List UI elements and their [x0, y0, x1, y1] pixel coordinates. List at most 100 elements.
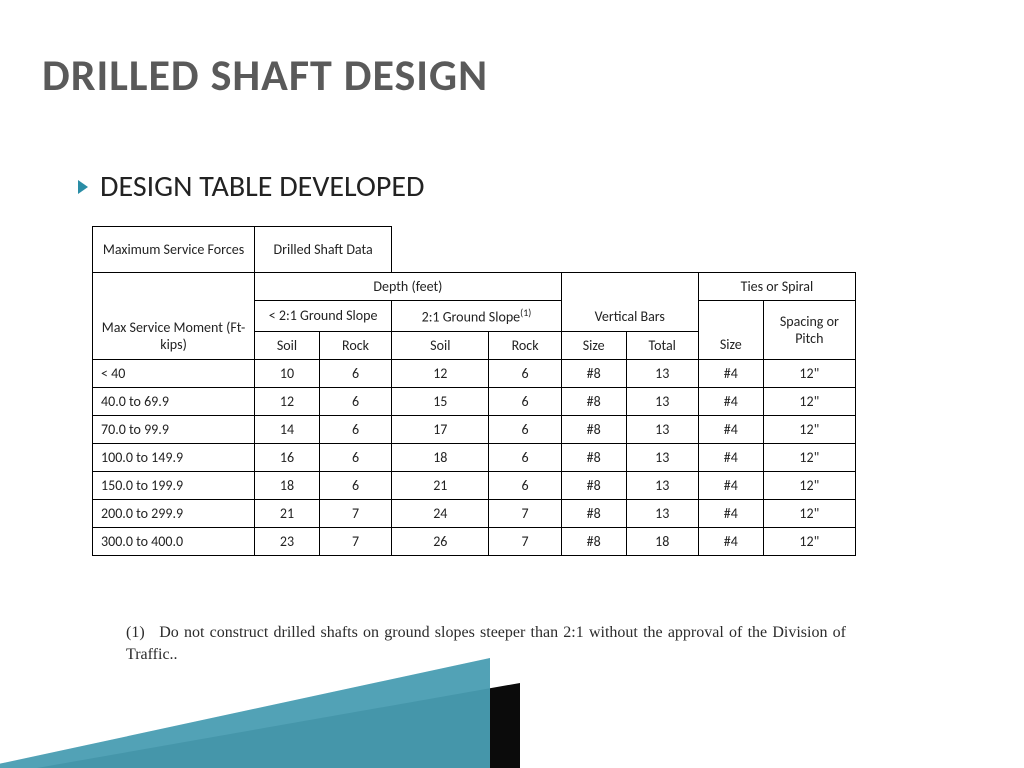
- hdr-dsd: Drilled Shaft Data: [255, 227, 392, 273]
- cell-label: 70.0 to 99.9: [93, 415, 255, 443]
- cell-rock2: 6: [489, 359, 561, 387]
- cell-rock1: 6: [319, 359, 391, 387]
- accent-triangle-teal-icon: [0, 658, 490, 768]
- cell-pitch: 12": [763, 387, 855, 415]
- cell-pitch: 12": [763, 527, 855, 555]
- hdr-tsize: Size: [698, 301, 763, 360]
- cell-pitch: 12": [763, 359, 855, 387]
- cell-vsize: #8: [561, 527, 626, 555]
- table-row: 200.0 to 299.9217247#813#412": [93, 499, 856, 527]
- cell-tsize: #4: [698, 387, 763, 415]
- cell-vtotal: 18: [626, 527, 698, 555]
- hdr-vsize: Size: [561, 331, 626, 359]
- cell-vsize: #8: [561, 443, 626, 471]
- cell-vsize: #8: [561, 499, 626, 527]
- cell-pitch: 12": [763, 471, 855, 499]
- cell-label: 300.0 to 400.0: [93, 527, 255, 555]
- cell-soil2: 24: [392, 499, 489, 527]
- header-row-2: Max Service Moment (Ft-kips) Depth (feet…: [93, 273, 856, 301]
- cell-rock2: 6: [489, 471, 561, 499]
- hdr-slope-eq-text: 2:1 Ground Slope: [422, 309, 521, 326]
- cell-soil2: 18: [392, 443, 489, 471]
- hdr-moment: Max Service Moment (Ft-kips): [93, 273, 255, 360]
- table-row: 150.0 to 199.9186216#813#412": [93, 471, 856, 499]
- hdr-rock2: Rock: [489, 331, 561, 359]
- cell-soil1: 18: [255, 471, 320, 499]
- hdr-soil2: Soil: [392, 331, 489, 359]
- cell-label: 40.0 to 69.9: [93, 387, 255, 415]
- cell-pitch: 12": [763, 499, 855, 527]
- cell-vsize: #8: [561, 471, 626, 499]
- cell-soil2: 21: [392, 471, 489, 499]
- cell-soil2: 15: [392, 387, 489, 415]
- hdr-slope-eq: 2:1 Ground Slope(1): [392, 301, 562, 332]
- cell-rock1: 7: [319, 499, 391, 527]
- footnote-text: Do not construct drilled shafts on groun…: [126, 624, 846, 663]
- hdr-blank-2: [561, 227, 698, 273]
- header-row-1: Maximum Service Forces Drilled Shaft Dat…: [93, 227, 856, 273]
- cell-label: 200.0 to 299.9: [93, 499, 255, 527]
- hdr-soil1: Soil: [255, 331, 320, 359]
- hdr-vbars: Vertical Bars: [561, 273, 698, 332]
- cell-rock1: 6: [319, 415, 391, 443]
- cell-soil1: 21: [255, 499, 320, 527]
- cell-tsize: #4: [698, 527, 763, 555]
- cell-soil1: 12: [255, 387, 320, 415]
- table: Maximum Service Forces Drilled Shaft Dat…: [92, 226, 856, 556]
- cell-tsize: #4: [698, 415, 763, 443]
- hdr-msf: Maximum Service Forces: [93, 227, 255, 273]
- footnote-num: (1): [126, 622, 154, 644]
- cell-vtotal: 13: [626, 471, 698, 499]
- cell-soil1: 23: [255, 527, 320, 555]
- table-body: < 40106126#813#412"40.0 to 69.9126156#81…: [93, 359, 856, 555]
- cell-vtotal: 13: [626, 359, 698, 387]
- cell-label: 100.0 to 149.9: [93, 443, 255, 471]
- cell-tsize: #4: [698, 499, 763, 527]
- table-row: < 40106126#813#412": [93, 359, 856, 387]
- cell-vtotal: 13: [626, 387, 698, 415]
- hdr-blank-1: [392, 227, 562, 273]
- cell-tsize: #4: [698, 443, 763, 471]
- hdr-rock1: Rock: [319, 331, 391, 359]
- cell-rock1: 6: [319, 471, 391, 499]
- cell-vtotal: 13: [626, 443, 698, 471]
- cell-vsize: #8: [561, 415, 626, 443]
- cell-rock1: 7: [319, 527, 391, 555]
- hdr-blank-3: [698, 227, 855, 273]
- cell-rock1: 6: [319, 443, 391, 471]
- cell-soil2: 26: [392, 527, 489, 555]
- bullet-text: DESIGN TABLE DEVELOPED: [100, 168, 424, 205]
- cell-vtotal: 13: [626, 415, 698, 443]
- table-row: 300.0 to 400.0237267#818#412": [93, 527, 856, 555]
- cell-label: 150.0 to 199.9: [93, 471, 255, 499]
- cell-rock1: 6: [319, 387, 391, 415]
- hdr-ties: Ties or Spiral: [698, 273, 855, 301]
- bullet-row: DESIGN TABLE DEVELOPED: [78, 168, 424, 205]
- cell-rock2: 7: [489, 527, 561, 555]
- cell-tsize: #4: [698, 471, 763, 499]
- cell-vtotal: 13: [626, 499, 698, 527]
- cell-pitch: 12": [763, 415, 855, 443]
- cell-pitch: 12": [763, 443, 855, 471]
- cell-rock2: 6: [489, 415, 561, 443]
- hdr-vtotal: Total: [626, 331, 698, 359]
- hdr-slope-lt: < 2:1 Ground Slope: [255, 301, 392, 332]
- cell-soil2: 17: [392, 415, 489, 443]
- table-row: 100.0 to 149.9166186#813#412": [93, 443, 856, 471]
- slide: DRILLED SHAFT DESIGN DESIGN TABLE DEVELO…: [0, 0, 1024, 768]
- cell-rock2: 6: [489, 443, 561, 471]
- hdr-spacing: Spacing or Pitch: [763, 301, 855, 360]
- table-row: 70.0 to 99.9146176#813#412": [93, 415, 856, 443]
- cell-label: < 40: [93, 359, 255, 387]
- cell-soil1: 10: [255, 359, 320, 387]
- cell-vsize: #8: [561, 359, 626, 387]
- cell-rock2: 7: [489, 499, 561, 527]
- hdr-depth: Depth (feet): [255, 273, 562, 301]
- table-row: 40.0 to 69.9126156#813#412": [93, 387, 856, 415]
- cell-soil1: 14: [255, 415, 320, 443]
- cell-soil1: 16: [255, 443, 320, 471]
- design-table: Maximum Service Forces Drilled Shaft Dat…: [92, 226, 856, 556]
- cell-soil2: 12: [392, 359, 489, 387]
- cell-vsize: #8: [561, 387, 626, 415]
- triangle-bullet-icon: [78, 180, 88, 194]
